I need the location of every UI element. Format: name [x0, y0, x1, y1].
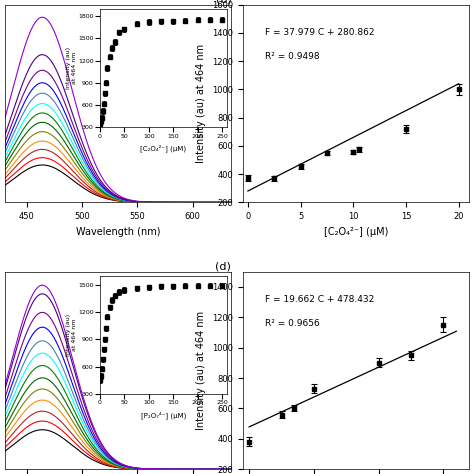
- X-axis label: [C₂O₄²⁻] (μM): [C₂O₄²⁻] (μM): [324, 227, 388, 237]
- Y-axis label: Intensity (au) at 464 nm: Intensity (au) at 464 nm: [196, 311, 206, 430]
- Text: F = 37.979 C + 280.862: F = 37.979 C + 280.862: [265, 28, 375, 37]
- Y-axis label: Intensity (au) at 464 nm: Intensity (au) at 464 nm: [196, 44, 206, 163]
- Text: (b): (b): [216, 0, 231, 5]
- Text: R² = 0.9656: R² = 0.9656: [265, 319, 320, 328]
- Text: F = 19.662 C + 478.432: F = 19.662 C + 478.432: [265, 295, 374, 304]
- Text: R² = 0.9498: R² = 0.9498: [265, 52, 320, 61]
- Text: (d): (d): [216, 262, 231, 272]
- X-axis label: Wavelength (nm): Wavelength (nm): [76, 227, 160, 237]
